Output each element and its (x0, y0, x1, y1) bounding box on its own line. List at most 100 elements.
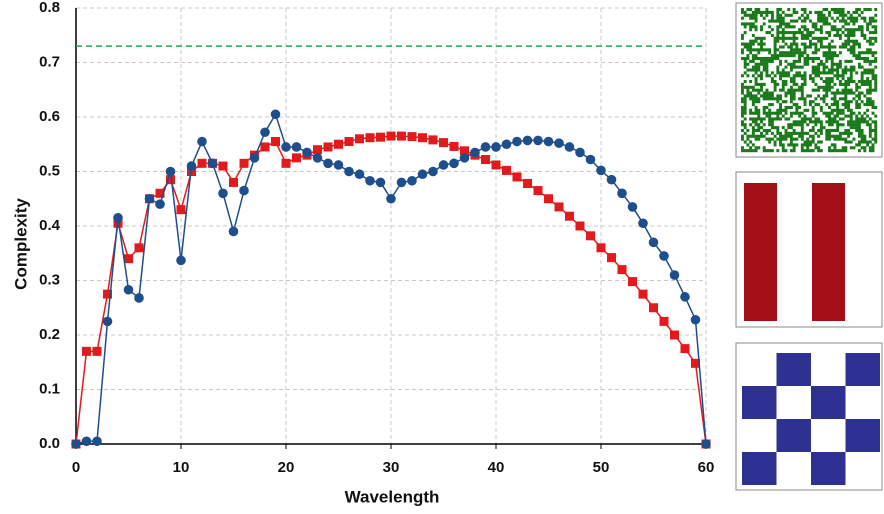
marker (229, 177, 238, 187)
noise-cell (828, 146, 831, 150)
noise-cell (781, 134, 785, 138)
noise-cell (825, 8, 829, 12)
noise-cell (741, 33, 744, 37)
noise-cell (874, 137, 878, 141)
noise-cell (749, 48, 753, 52)
noise-cell (765, 48, 769, 52)
noise-cell (811, 149, 815, 153)
noise-cell (792, 42, 796, 46)
noise-cell (836, 16, 840, 20)
marker (144, 193, 155, 204)
noise-cell (855, 126, 859, 130)
noise-cell (830, 8, 834, 12)
noise-cell (830, 62, 834, 66)
noise-cell (779, 54, 782, 58)
noise-cell (874, 131, 878, 135)
marker (103, 289, 112, 299)
noise-cell (844, 149, 848, 153)
noise-cell (814, 97, 818, 101)
noise-cell (809, 117, 812, 121)
noise-cell (817, 28, 821, 32)
noise-cell (743, 149, 747, 153)
noise-cell (849, 39, 853, 43)
noise-cell (779, 36, 782, 40)
noise-cell (849, 80, 853, 84)
noise-cell (844, 19, 848, 23)
noise-cell (792, 88, 796, 92)
noise-cell (781, 33, 785, 37)
noise-cell (806, 146, 810, 150)
noise-cell (749, 51, 753, 55)
noise-cell (754, 123, 758, 127)
noise-cell (789, 131, 793, 135)
noise-cell (749, 28, 753, 32)
noise-cell (776, 114, 780, 118)
noise-cell (787, 143, 791, 147)
noise-cell (743, 56, 747, 61)
noise-cell (768, 31, 772, 35)
noise-cell (809, 39, 812, 43)
noise-cell (749, 117, 753, 121)
marker (81, 436, 92, 447)
noise-cell (822, 13, 826, 17)
noise-cell (760, 62, 763, 66)
noise-cell (860, 71, 864, 75)
noise-cell (800, 137, 804, 141)
marker (207, 158, 218, 169)
noise-cell (833, 54, 837, 58)
noise-cell (765, 59, 769, 63)
noise-cell (741, 123, 744, 127)
noise-cell (847, 48, 850, 52)
noise-cell (762, 65, 766, 69)
noise-cell (833, 62, 837, 66)
noise-cell (792, 39, 796, 43)
noise-cell (857, 131, 861, 135)
noise-cell (868, 36, 872, 40)
noise-cell (866, 88, 870, 92)
noise-cell (849, 59, 853, 63)
noise-cell (803, 56, 807, 61)
noise-cell (746, 91, 750, 95)
noise-cell (844, 146, 848, 150)
y-tick-label: 0.7 (39, 53, 60, 70)
marker (155, 199, 165, 209)
noise-cell (743, 126, 747, 130)
noise-cell (779, 45, 782, 49)
noise-cell (819, 108, 823, 112)
noise-cell (792, 111, 796, 115)
noise-cell (857, 80, 861, 84)
noise-cell (784, 65, 788, 69)
noise-cell (836, 71, 840, 75)
noise-cell (819, 25, 823, 29)
noise-cell (770, 91, 774, 95)
noise-cell (811, 140, 815, 144)
marker (334, 139, 343, 149)
noise-cell (743, 111, 747, 115)
noise-cell (836, 77, 840, 81)
noise-cell (803, 62, 807, 66)
noise-cell (765, 149, 769, 153)
noise-cell (874, 36, 878, 40)
noise-cell (830, 25, 834, 29)
noise-cell (871, 146, 875, 150)
noise-cell (830, 134, 834, 138)
noise-cell (819, 128, 823, 133)
noise-cell (849, 120, 853, 124)
marker (575, 147, 585, 158)
noise-cell (871, 36, 875, 40)
noise-cell (787, 13, 791, 17)
noise-cell (781, 149, 785, 153)
noise-cell (822, 62, 826, 66)
noise-cell (789, 134, 793, 138)
noise-cell (828, 13, 831, 17)
noise-cell (754, 94, 758, 98)
noise-cell (871, 42, 875, 46)
noise-cell (822, 54, 826, 58)
noise-cell (743, 80, 747, 84)
noise-cell (852, 97, 856, 101)
noise-cell (751, 74, 755, 78)
noise-cell (809, 31, 812, 35)
marker (323, 142, 333, 152)
noise-cell (828, 105, 831, 109)
noise-cell (868, 51, 872, 55)
